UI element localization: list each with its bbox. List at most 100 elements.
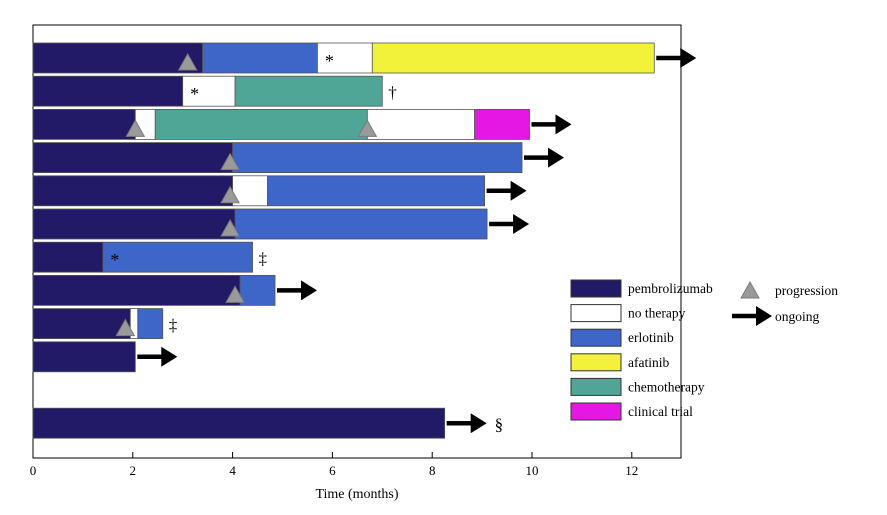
legend-label: clinical trial xyxy=(628,404,693,419)
pembrolizumab-segment xyxy=(32,208,236,240)
star-marker: * xyxy=(190,84,199,104)
patient-row: ‡ xyxy=(32,308,178,340)
x-tick-label: 6 xyxy=(329,463,336,478)
x-tick-label: 0 xyxy=(30,463,37,478)
ongoing-arrow-head xyxy=(470,413,487,434)
ongoing-arrow-head xyxy=(510,180,527,201)
no-therapy-segment xyxy=(366,109,476,140)
plot-frame xyxy=(32,24,682,459)
legend-label: erlotinib xyxy=(628,330,674,345)
legend-label: afatinib xyxy=(628,355,669,370)
pembrolizumab-segment xyxy=(32,341,136,373)
patient-row xyxy=(32,175,527,207)
erlotinib-segment xyxy=(234,208,488,240)
legend-swatch xyxy=(570,328,622,347)
x-axis-label: Time (months) xyxy=(315,487,398,502)
pembrolizumab-segment xyxy=(32,308,131,340)
ongoing-arrow xyxy=(524,147,565,168)
ongoing-arrow-head xyxy=(301,280,318,301)
ongoing-arrow-head xyxy=(555,114,572,135)
pembrolizumab-segment xyxy=(32,274,241,306)
pembrolizumab-segment xyxy=(32,407,446,439)
no-therapy-segment xyxy=(182,75,236,107)
erlotinib-segment xyxy=(137,308,164,340)
clinical-trial-segment xyxy=(474,109,530,140)
plot-border xyxy=(32,24,682,459)
patient-row: * xyxy=(32,42,697,74)
legend-label: ongoing xyxy=(775,309,820,324)
endpoint-symbol: ‡ xyxy=(169,316,178,335)
erlotinib-segment xyxy=(232,142,523,174)
progression-marker xyxy=(220,218,240,237)
chemotherapy-segment xyxy=(234,75,383,107)
progression-marker xyxy=(220,185,240,204)
chemotherapy-segment xyxy=(154,109,368,140)
x-tick-label: 12 xyxy=(625,463,638,478)
patient-row xyxy=(32,341,178,373)
legend-swatch xyxy=(570,377,622,396)
ongoing-arrow xyxy=(486,180,527,201)
ongoing-arrow xyxy=(446,413,487,434)
ongoing-arrow xyxy=(277,280,318,301)
ongoing-arrow xyxy=(656,48,697,68)
legend-swatch xyxy=(570,279,622,298)
ongoing-arrow-head xyxy=(756,306,772,326)
ongoing-arrow xyxy=(137,346,178,367)
legend-item: ongoing xyxy=(732,306,820,326)
erlotinib-segment xyxy=(102,241,253,273)
erlotinib-segment xyxy=(239,274,276,306)
ongoing-arrow-head xyxy=(680,48,697,68)
ongoing-arrow xyxy=(531,114,572,135)
progression-marker xyxy=(177,52,198,71)
legend-swatch xyxy=(570,402,622,421)
ongoing-arrow-head xyxy=(513,214,530,234)
legend-label: no therapy xyxy=(628,306,686,321)
x-tick-label: 10 xyxy=(526,463,539,478)
legend: pembrolizumab no therapy erlotinib afatinib… xyxy=(570,279,838,421)
legend-item: chemotherapy xyxy=(570,377,705,396)
ongoing-arrow-head xyxy=(161,346,178,367)
erlotinib-segment xyxy=(202,42,318,74)
x-tick-label: 2 xyxy=(130,463,137,478)
x-axis: 0 2 4 6 8 10 12 xyxy=(30,452,638,478)
patient-row: § xyxy=(32,407,503,439)
legend-swatch xyxy=(570,353,622,372)
pembrolizumab-segment xyxy=(32,109,136,140)
progression-marker xyxy=(125,119,146,137)
progression-marker xyxy=(220,152,240,171)
ongoing-arrow-head xyxy=(548,147,565,168)
patient-row xyxy=(32,142,565,174)
patient-row xyxy=(32,109,572,140)
legend-item: erlotinib xyxy=(570,328,674,347)
patient-row: * ‡ xyxy=(32,241,268,273)
legend-item: no therapy xyxy=(570,304,686,323)
progression-marker xyxy=(115,318,136,337)
legend-label: pembrolizumab xyxy=(628,281,713,296)
star-marker: * xyxy=(110,250,119,270)
x-tick-label: 4 xyxy=(229,463,236,478)
legend-item: afatinib xyxy=(570,353,669,372)
progression-legend-icon xyxy=(740,280,760,299)
pembrolizumab-segment xyxy=(32,75,184,107)
legend-label: progression xyxy=(775,283,838,298)
pembrolizumab-segment xyxy=(32,142,234,174)
endpoint-symbol: † xyxy=(388,83,397,102)
ongoing-legend-icon xyxy=(732,306,772,326)
legend-item: pembrolizumab xyxy=(570,279,713,298)
legend-swatch xyxy=(570,304,622,323)
pembrolizumab-segment xyxy=(32,241,104,273)
afatinib-segment xyxy=(371,42,655,74)
patient-row xyxy=(32,274,318,306)
legend-item: progression xyxy=(740,280,838,299)
patient-row: * † xyxy=(32,75,397,107)
legend-label: chemotherapy xyxy=(628,379,705,394)
star-marker: * xyxy=(325,51,334,71)
patient-row xyxy=(32,208,530,240)
pembrolizumab-segment xyxy=(32,42,204,74)
legend-item: clinical trial xyxy=(570,402,693,421)
patient-bars: ** †* ‡‡§ xyxy=(32,42,697,439)
endpoint-symbol: ‡ xyxy=(259,249,268,268)
progression-marker xyxy=(357,119,378,137)
pembrolizumab-segment xyxy=(32,175,234,207)
